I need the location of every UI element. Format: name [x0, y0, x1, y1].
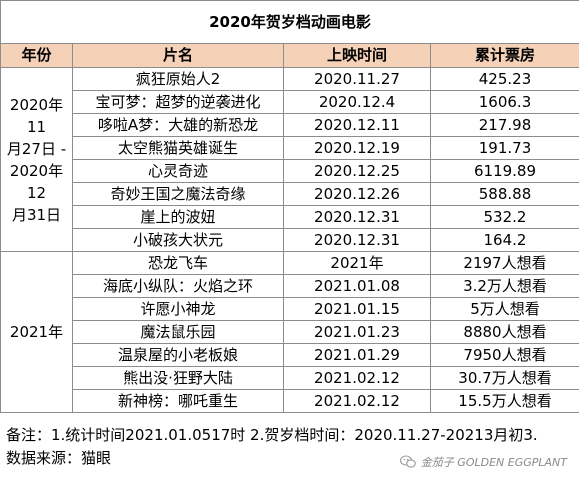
year-line: 2020年12: [9, 161, 64, 202]
header-title: 片名: [72, 43, 284, 68]
table-row: 温泉屋的小老板娘 2021.01.29 7950人想看: [1, 343, 579, 367]
film-title-cell: 恐龙飞车: [72, 251, 284, 275]
table-row: 2020年11 月27日 - 2020年12 月31日 疯狂原始人2 2020.11.27…: [0, 67, 579, 252]
release-date-cell: 2021年: [283, 251, 431, 275]
year-group-cell: 2021年: [0, 251, 73, 413]
wechat-icon: [399, 455, 416, 469]
table-row: 小破孩大状元 2020.12.31 164.2: [1, 228, 579, 252]
table-row: 哆啦A梦：大雄的新恐龙 2020.12.11 217.98: [1, 113, 579, 137]
table-row: 崖上的波妞 2020.12.31 532.2: [1, 205, 579, 229]
box-office-cell: 5万人想看: [430, 297, 579, 321]
release-date-cell: 2021.01.08: [283, 274, 431, 298]
box-office-cell: 6119.89: [430, 159, 579, 183]
release-date-cell: 2021.01.15: [283, 297, 431, 321]
header-box-office: 累计票房: [430, 43, 579, 68]
film-title-cell: 小破孩大状元: [72, 228, 284, 252]
box-office-cell: 1606.3: [430, 90, 579, 114]
release-date-cell: 2021.02.12: [283, 366, 431, 390]
box-office-cell: 30.7万人想看: [430, 366, 579, 390]
table-row: 奇妙王国之魔法奇缘 2020.12.26 588.88: [1, 182, 579, 206]
box-office-cell: 15.5万人想看: [430, 389, 579, 413]
table-row: 心灵奇迹 2020.12.25 6119.89: [1, 159, 579, 183]
table-row: 太空熊猫英雄诞生 2020.12.19 191.73: [1, 136, 579, 160]
table-row: 魔法鼠乐园 2021.01.23 8880人想看: [1, 320, 579, 344]
film-title-cell: 疯狂原始人2: [72, 67, 284, 91]
release-date-cell: 2021.01.29: [283, 343, 431, 367]
note-line-2: 数据来源：猫眼: [6, 449, 112, 467]
box-office-cell: 7950人想看: [430, 343, 579, 367]
table-row: 海底小纵队：火焰之环 2021.01.08 3.2万人想看: [1, 274, 579, 298]
film-title-cell: 熊出没·狂野大陆: [72, 366, 284, 390]
watermark: 金茄子 GOLDEN EGGPLANT: [399, 454, 567, 470]
table-row: 熊出没·狂野大陆 2021.02.12 30.7万人想看: [1, 366, 579, 390]
film-title-cell: 海底小纵队：火焰之环: [72, 274, 284, 298]
film-title-cell: 心灵奇迹: [72, 159, 284, 183]
release-date-cell: 2020.12.31: [283, 205, 431, 229]
release-date-cell: 2020.12.31: [283, 228, 431, 252]
table-row: 2021年 恐龙飞车 2021年 2197人想看: [0, 251, 579, 413]
film-title-cell: 哆啦A梦：大雄的新恐龙: [72, 113, 284, 137]
release-date-cell: 2020.12.11: [283, 113, 431, 137]
film-title-cell: 温泉屋的小老板娘: [72, 343, 284, 367]
box-office-cell: 2197人想看: [430, 251, 579, 275]
year-group-cell: 2020年11 月27日 - 2020年12 月31日: [0, 67, 73, 252]
film-title-cell: 宝可梦：超梦的逆袭进化: [72, 90, 284, 114]
release-date-cell: 2020.12.26: [283, 182, 431, 206]
box-office-cell: 588.88: [430, 182, 579, 206]
film-title-cell: 魔法鼠乐园: [72, 320, 284, 344]
box-office-table: 2020年贺岁档动画电影 年份 片名 上映时间 累计票房 2020年11 月27日…: [0, 0, 579, 413]
box-office-cell: 8880人想看: [430, 320, 579, 344]
notes-area: 备注：1.统计时间2021.01.0517时 2.贺岁档时间：2020.11.2…: [0, 414, 579, 477]
year-line: 2021年: [9, 323, 64, 341]
release-date-cell: 2020.11.27: [283, 67, 431, 91]
release-date-cell: 2021.02.12: [283, 389, 431, 413]
year-line: 月27日 -: [6, 139, 67, 158]
note-line-1: 备注：1.统计时间2021.01.0517时 2.贺岁档时间：2020.11.2…: [6, 426, 538, 444]
box-office-cell: 3.2万人想看: [430, 274, 579, 298]
box-office-cell: 425.23: [430, 67, 579, 91]
release-date-cell: 2021.01.23: [283, 320, 431, 344]
header-row: 年份 片名 上映时间 累计票房: [0, 43, 579, 68]
table-title: 2020年贺岁档动画电影: [0, 0, 579, 44]
box-office-cell: 217.98: [430, 113, 579, 137]
table-row: 宝可梦：超梦的逆袭进化 2020.12.4 1606.3: [1, 90, 579, 114]
header-release-date: 上映时间: [283, 43, 431, 68]
film-title-cell: 新神榜：哪吒重生: [72, 389, 284, 413]
release-date-cell: 2020.12.19: [283, 136, 431, 160]
table-row: 许愿小神龙 2021.01.15 5万人想看: [1, 297, 579, 321]
film-title-cell: 崖上的波妞: [72, 205, 284, 229]
release-date-cell: 2020.12.25: [283, 159, 431, 183]
film-title-cell: 许愿小神龙: [72, 297, 284, 321]
year-line: 月31日: [11, 205, 62, 224]
film-title-cell: 太空熊猫英雄诞生: [72, 136, 284, 160]
year-line: 2020年11: [9, 95, 64, 136]
box-office-cell: 164.2: [430, 228, 579, 252]
title-row: 2020年贺岁档动画电影: [0, 0, 579, 44]
watermark-text: 金茄子 GOLDEN EGGPLANT: [420, 456, 567, 469]
release-date-cell: 2020.12.4: [283, 90, 431, 114]
box-office-cell: 532.2: [430, 205, 579, 229]
box-office-cell: 191.73: [430, 136, 579, 160]
film-title-cell: 奇妙王国之魔法奇缘: [72, 182, 284, 206]
header-year: 年份: [0, 43, 73, 68]
table-row: 新神榜：哪吒重生 2021.02.12 15.5万人想看: [1, 389, 579, 413]
